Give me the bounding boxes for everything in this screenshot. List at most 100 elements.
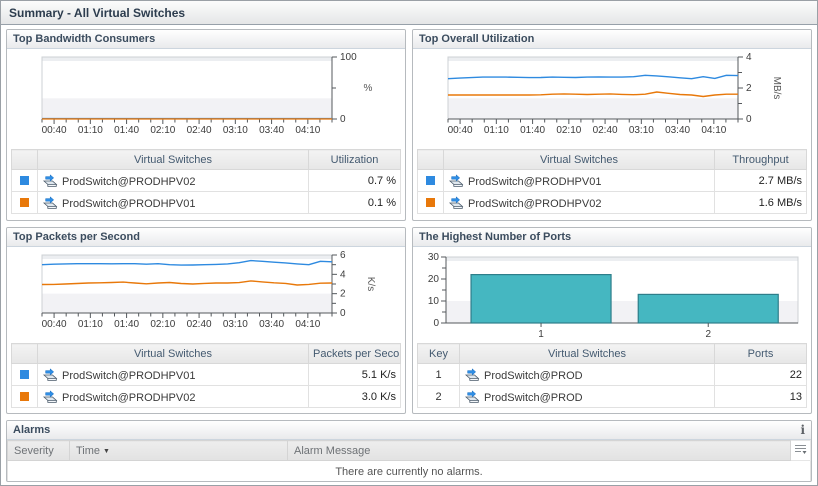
panel-highest-number-of-ports: The Highest Number of Ports 0 10 20 30 1 2 Ke… [412, 227, 812, 414]
alarms-empty-row: There are currently no alarms. [7, 460, 811, 481]
metric-value: 13 [714, 385, 807, 408]
panel-body: 0 2 4 MB/s 00:40 01:10 01:40 02:10 02:40 03:10 03:… [413, 49, 811, 214]
svg-text:2: 2 [746, 83, 752, 94]
column-header-key[interactable]: Key [417, 343, 460, 364]
column-header-alarm-message[interactable]: Alarm Message [287, 440, 791, 461]
panel-top-bandwidth-consumers-header: Top Bandwidth Consumers [7, 30, 405, 49]
table-row[interactable]: ProdSwitch@PRODHPV02 0.7 % [11, 169, 401, 192]
svg-text:03:10: 03:10 [223, 125, 248, 136]
utilization-line-chart[interactable]: 0 2 4 MB/s 00:40 01:10 01:40 02:10 02:40 03:10 03:… [418, 51, 806, 149]
table-row[interactable]: ProdSwitch@PRODHPV01 2.7 MB/s [417, 169, 807, 192]
column-header-severity[interactable]: Severity [7, 440, 70, 461]
metric-value: 0.1 % [308, 191, 401, 214]
svg-text:K/s: K/s [365, 277, 376, 291]
column-header-virtual-switches[interactable]: Virtual Switches [37, 149, 309, 170]
bandwidth-line-chart[interactable]: 0 100% 00:40 01:10 01:40 02:10 02:40 03:10 03:40… [12, 51, 400, 149]
panel-highest-number-of-ports-header: The Highest Number of Ports [413, 228, 811, 247]
svg-text:20: 20 [428, 274, 440, 285]
series-color-cell [11, 191, 38, 214]
ports-bar-chart[interactable]: 0 10 20 30 1 2 [418, 249, 806, 343]
panel-title: Top Bandwidth Consumers [13, 33, 156, 45]
virtual-switch-name[interactable]: ProdSwitch@PRODHPV02 [37, 169, 309, 192]
panel-top-overall-utilization: Top Overall Utilization 0 2 4 MB/s 00:40 01:1… [412, 29, 812, 221]
column-chooser-icon[interactable] [794, 443, 807, 455]
metric-value: 22 [714, 363, 807, 386]
series-color-cell [11, 169, 38, 192]
panel-top-packets-per-second-header: Top Packets per Second [7, 228, 405, 247]
series-color-swatch [20, 370, 29, 380]
column-chooser-cell[interactable] [790, 440, 811, 461]
virtual-switch-name[interactable]: ProdSwitch@PROD [459, 363, 715, 386]
ports-table: Key Virtual Switches Ports 1 ProdSwitch@P… [417, 343, 807, 408]
bar-key-cell: 1 [417, 363, 460, 386]
table-row[interactable]: 2 ProdSwitch@PROD 13 [417, 385, 807, 408]
column-header-throughput[interactable]: Throughput [714, 149, 807, 170]
info-icon[interactable]: i [800, 423, 805, 437]
svg-text:03:40: 03:40 [665, 125, 690, 136]
svg-text:02:10: 02:10 [556, 125, 581, 136]
metric-value: 0.7 % [308, 169, 401, 192]
svg-text:04:10: 04:10 [295, 125, 320, 136]
virtual-switch-icon [464, 367, 480, 381]
column-header-ports[interactable]: Ports [714, 343, 807, 364]
table-row[interactable]: ProdSwitch@PRODHPV01 0.1 % [11, 191, 401, 214]
virtual-switch-icon [448, 173, 464, 187]
bar-key-cell: 2 [417, 385, 460, 408]
virtual-switch-icon [448, 195, 464, 209]
panel-title: Top Packets per Second [13, 231, 140, 243]
virtual-switch-name[interactable]: ProdSwitch@PRODHPV01 [443, 169, 715, 192]
dashboard-grid: Top Bandwidth Consumers 0 100% 00:40 01:10 0… [1, 25, 817, 485]
svg-text:02:10: 02:10 [150, 125, 175, 136]
svg-text:01:40: 01:40 [114, 125, 139, 136]
series-color-cell [417, 169, 444, 192]
series-color-column-header [11, 343, 38, 364]
column-header-utilization[interactable]: Utilization [308, 149, 401, 170]
series-color-column-header [417, 149, 444, 170]
packets-line-chart[interactable]: 0 2 4 6 K/s 00:40 01:10 01:40 02:10 02:40 03:10 03:… [12, 249, 400, 343]
panel-title: Top Overall Utilization [419, 33, 535, 45]
series-color-swatch [20, 392, 29, 402]
virtual-switch-name[interactable]: ProdSwitch@PROD [459, 385, 715, 408]
svg-text:03:10: 03:10 [629, 125, 654, 136]
virtual-switch-name[interactable]: ProdSwitch@PRODHPV02 [37, 385, 309, 408]
svg-text:6: 6 [340, 250, 346, 261]
svg-text:01:10: 01:10 [78, 125, 103, 136]
metric-value: 1.6 MB/s [714, 191, 807, 214]
table-row[interactable]: ProdSwitch@PRODHPV01 5.1 K/s [11, 363, 401, 386]
virtual-switch-name[interactable]: ProdSwitch@PRODHPV01 [37, 191, 309, 214]
sort-desc-icon: ▼ [103, 447, 110, 455]
table-row[interactable]: ProdSwitch@PRODHPV02 3.0 K/s [11, 385, 401, 408]
column-header-virtual-switches[interactable]: Virtual Switches [459, 343, 715, 364]
svg-text:02:40: 02:40 [593, 125, 618, 136]
table-row[interactable]: 1 ProdSwitch@PROD 22 [417, 363, 807, 386]
panel-title: The Highest Number of Ports [419, 231, 572, 243]
virtual-switch-name[interactable]: ProdSwitch@PRODHPV02 [443, 191, 715, 214]
page-title: Summary - All Virtual Switches [9, 5, 186, 20]
metric-value: 3.0 K/s [308, 385, 401, 408]
svg-text:MB/s: MB/s [771, 77, 782, 100]
series-color-swatch [426, 198, 435, 208]
svg-text:0: 0 [433, 318, 439, 329]
svg-text:%: % [364, 83, 373, 94]
svg-text:01:10: 01:10 [484, 125, 509, 136]
svg-text:02:40: 02:40 [187, 125, 212, 136]
svg-text:03:40: 03:40 [259, 319, 284, 330]
virtual-switch-name[interactable]: ProdSwitch@PRODHPV01 [37, 363, 309, 386]
table-row[interactable]: ProdSwitch@PRODHPV02 1.6 MB/s [417, 191, 807, 214]
column-header-time[interactable]: Time ▼ [69, 440, 288, 461]
svg-text:02:40: 02:40 [187, 319, 212, 330]
column-header-virtual-switches[interactable]: Virtual Switches [443, 149, 715, 170]
virtual-switch-icon [464, 389, 480, 403]
virtual-switch-icon [42, 367, 58, 381]
column-header-packets-per-second[interactable]: Packets per Second [308, 343, 401, 364]
svg-text:03:10: 03:10 [223, 319, 248, 330]
panel-body: 0 10 20 30 1 2 Key Virtual Switches Ports 1 Pr… [413, 247, 811, 408]
series-color-cell [11, 363, 38, 386]
alarms-table: Severity Time ▼ Alarm Message [7, 440, 811, 481]
series-color-swatch [20, 176, 29, 186]
svg-text:0: 0 [746, 114, 752, 125]
panel-title: Alarms [13, 424, 51, 436]
column-header-virtual-switches[interactable]: Virtual Switches [37, 343, 309, 364]
svg-text:0: 0 [340, 114, 346, 125]
panel-alarms-header: Alarms i [7, 421, 811, 440]
